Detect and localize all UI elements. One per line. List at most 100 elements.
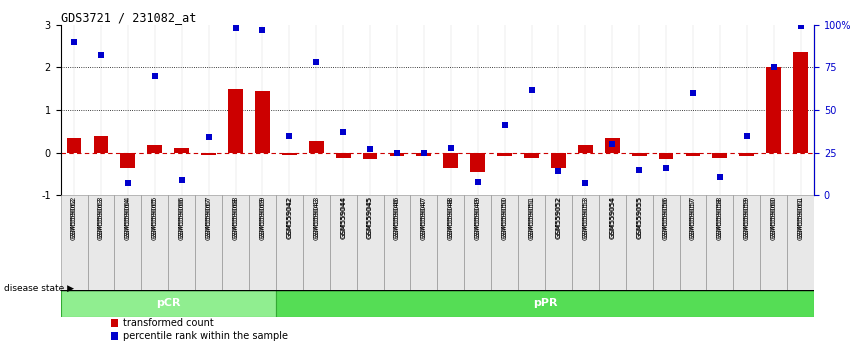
Text: GSM559055: GSM559055 [637,197,642,239]
FancyBboxPatch shape [625,195,653,290]
Text: GSM559067: GSM559067 [205,195,211,238]
Text: GSM559047: GSM559047 [421,197,427,240]
Text: GSM559051: GSM559051 [528,195,534,238]
Point [175,177,189,183]
Text: disease state ▶: disease state ▶ [4,284,74,293]
Text: GSM559044: GSM559044 [340,197,346,239]
Bar [417,153,431,156]
Point [390,150,404,155]
Text: GSM559060: GSM559060 [771,197,777,240]
Text: GSM559052: GSM559052 [555,197,561,239]
Bar [282,153,297,155]
Point [686,90,700,96]
Text: GDS3721 / 231082_at: GDS3721 / 231082_at [61,11,196,24]
Bar [524,153,539,158]
Bar [659,153,674,159]
Text: GSM559058: GSM559058 [717,195,723,238]
Bar [793,52,808,153]
Text: GSM559064: GSM559064 [125,197,131,240]
Text: GSM559062: GSM559062 [71,195,77,238]
Point [740,133,753,138]
Text: GSM559050: GSM559050 [501,195,507,238]
Bar [497,153,512,156]
Bar [390,153,404,156]
Text: GSM559057: GSM559057 [690,197,696,240]
FancyBboxPatch shape [491,195,518,290]
FancyBboxPatch shape [330,195,357,290]
Bar [604,138,620,153]
Text: GSM559053: GSM559053 [582,195,588,238]
Text: GSM559044: GSM559044 [340,195,346,238]
Text: GSM559068: GSM559068 [233,197,238,240]
FancyBboxPatch shape [653,195,680,290]
FancyBboxPatch shape [787,195,814,290]
Text: GSM559063: GSM559063 [98,195,104,238]
FancyBboxPatch shape [114,195,141,290]
Bar [443,153,458,167]
Text: GSM559048: GSM559048 [448,197,454,240]
FancyBboxPatch shape [61,195,87,290]
Text: GSM559053: GSM559053 [582,197,588,240]
Point [94,53,108,58]
Point [605,141,619,147]
Point [659,165,673,171]
Text: GSM559054: GSM559054 [610,195,615,238]
Text: GSM559046: GSM559046 [394,195,400,238]
FancyBboxPatch shape [680,195,707,290]
FancyBboxPatch shape [545,195,572,290]
Text: GSM559065: GSM559065 [152,197,158,240]
Point [525,87,539,92]
Text: GSM559059: GSM559059 [744,195,750,238]
Point [713,174,727,179]
Text: pPR: pPR [533,298,557,308]
Text: GSM559061: GSM559061 [798,195,804,238]
Text: GSM559055: GSM559055 [637,195,642,238]
Bar [766,67,781,153]
Point [552,169,565,174]
Text: GSM559043: GSM559043 [313,197,320,240]
Bar [631,153,647,156]
Point [148,73,162,79]
Point [309,59,323,65]
Text: GSM559058: GSM559058 [717,197,723,240]
Bar [228,89,243,153]
Bar [120,153,135,167]
Text: GSM559046: GSM559046 [394,197,400,240]
Point [471,179,485,184]
Bar [147,145,162,153]
Point [202,135,216,140]
Bar [686,153,701,156]
Point [444,145,458,150]
Text: GSM559056: GSM559056 [663,197,669,240]
Point [632,167,646,173]
Text: GSM559064: GSM559064 [125,195,131,238]
Text: GSM559059: GSM559059 [744,197,750,240]
Bar [309,141,324,153]
Text: GSM559065: GSM559065 [152,195,158,238]
Point [578,181,592,186]
Text: GSM559061: GSM559061 [798,197,804,240]
Bar [276,290,814,316]
Bar [255,91,270,153]
Point [766,64,780,70]
Text: pCR: pCR [156,298,180,308]
FancyBboxPatch shape [249,195,276,290]
Text: GSM559043: GSM559043 [313,195,320,238]
Text: GSM559066: GSM559066 [178,195,184,238]
FancyBboxPatch shape [464,195,491,290]
Text: GSM559045: GSM559045 [367,195,373,238]
Text: GSM559063: GSM559063 [98,197,104,240]
Text: GSM559060: GSM559060 [771,195,777,238]
Bar [174,148,189,153]
Bar [713,153,727,158]
Point [282,133,296,138]
Text: GSM559066: GSM559066 [178,197,184,240]
Text: GSM559069: GSM559069 [260,195,265,238]
Point [229,25,242,31]
Text: GSM559051: GSM559051 [528,197,534,240]
Bar [740,153,754,156]
Bar [363,153,378,159]
Bar [201,153,216,155]
Bar [578,145,592,153]
Text: GSM559049: GSM559049 [475,197,481,240]
